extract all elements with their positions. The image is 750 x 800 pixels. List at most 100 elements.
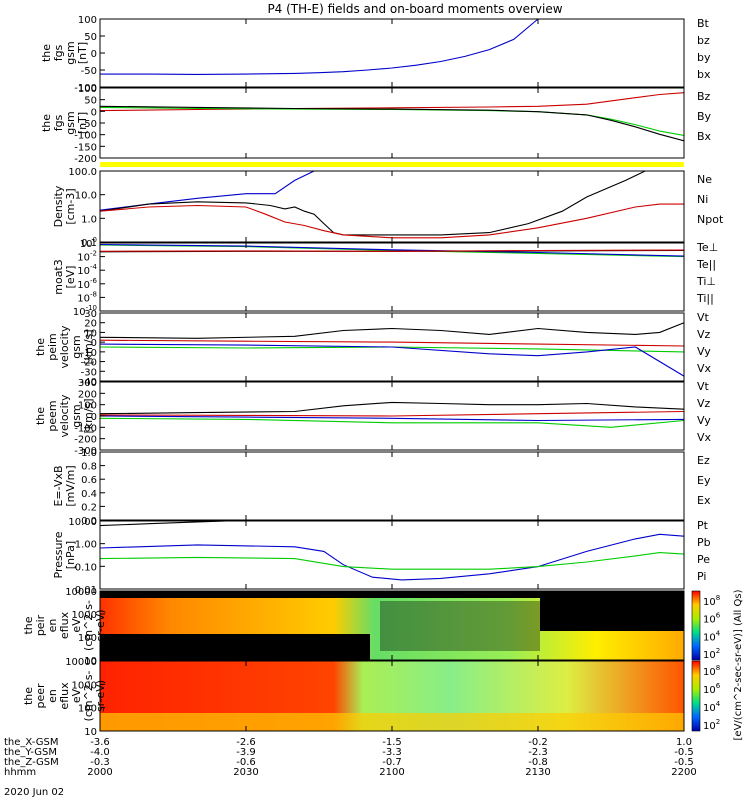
ytick-label: -200 xyxy=(74,154,97,165)
legend-Vx: Vx xyxy=(697,362,712,375)
ytick-label: 0.1 xyxy=(81,238,97,249)
xaxis-value: -2.6 xyxy=(236,737,256,748)
ytick-label: 10000 xyxy=(65,587,97,598)
legend-Ne: Ne xyxy=(697,173,712,186)
ylabel-line: the xyxy=(34,338,47,356)
ytick-label: 100 xyxy=(78,401,97,412)
legend-Vt: Vt xyxy=(697,380,710,393)
legend-Vt: Vt xyxy=(697,311,710,324)
ylabel-line: [nPa] xyxy=(64,541,77,569)
series-density-Npot xyxy=(99,170,315,211)
xaxis-row-label: hhmm xyxy=(4,767,36,778)
xaxis-value: -0.3 xyxy=(90,757,110,768)
xaxis-value: 2200 xyxy=(671,767,696,778)
frame-density xyxy=(99,170,685,243)
legend-Te⊥: Te⊥ xyxy=(696,241,718,254)
ylabel-line: the xyxy=(34,407,47,425)
series-peim_velocity-Vz xyxy=(99,339,685,347)
ylabel-line: eflux xyxy=(58,682,71,710)
colorbars: 108 106 104 102 108 106 104 102 [eV/(cm^2-sec-sr… xyxy=(691,589,744,740)
legend-Bt: Bt xyxy=(697,17,710,30)
panel-pressure: 10.00 1.00 0.10 0.01 Pressure [nPa] Pt Pb Pe Pi xyxy=(52,517,711,596)
xaxis-value: -0.8 xyxy=(528,757,548,768)
ytick-exponent: -8 xyxy=(90,290,97,298)
legend-Vz: Vz xyxy=(697,397,711,410)
colorbar-tick: 106 xyxy=(703,612,721,626)
ytick-exponent: -2 xyxy=(90,250,97,258)
ytick-label: 0.2 xyxy=(81,502,97,513)
colorbar-tick: 108 xyxy=(703,664,720,678)
xaxis-date: 2020 Jun 02 xyxy=(4,787,64,798)
series-temperature-Ti⊥ xyxy=(99,243,685,257)
colorbar-tick-exponent: 2 xyxy=(716,718,720,726)
ytick-label: 0.0 xyxy=(81,516,97,527)
ytick-label: 10-2 xyxy=(77,250,97,264)
xaxis-row-label: the_X-GSM xyxy=(4,737,58,748)
xaxis-value: -0.5 xyxy=(674,757,694,768)
legend-Pt: Pt xyxy=(697,519,709,532)
xaxis-value: -3.6 xyxy=(90,737,110,748)
colorbar-tick-exponent: 4 xyxy=(716,629,721,637)
ytick-label: 1000 xyxy=(72,680,97,691)
panel-peir_eflux: 10000 1000 100 10 the peir en eflux eV (cm^2-s-sr… xyxy=(22,587,685,667)
legend-Vy: Vy xyxy=(697,345,711,358)
ylabel-line: E=-VxB xyxy=(52,465,65,506)
legend-Pe: Pe xyxy=(697,553,710,566)
ylabel-line: sr-eV) xyxy=(94,680,107,712)
ytick-exponent: -6 xyxy=(90,277,98,285)
ylabel-line: [km/s] xyxy=(82,398,95,433)
ytick-label: 200 xyxy=(78,389,97,400)
ylabel-line: [nT] xyxy=(76,42,89,64)
ytick-label: 0 xyxy=(91,107,97,118)
ytick-label: -100 xyxy=(74,83,97,94)
panel-peer_eflux: 10000 1000 100 10 the peer en eflux eV (cm^2-s-sr… xyxy=(22,657,685,738)
xaxis-value: -0.5 xyxy=(674,747,694,758)
legend-Ex: Ex xyxy=(697,494,711,507)
status-bar-yellow xyxy=(100,162,684,167)
ytick-label: 30 xyxy=(84,309,97,320)
ytick-label: 0 xyxy=(91,338,97,349)
legend-Bx: Bx xyxy=(697,130,712,143)
ytick-label: 100 xyxy=(78,84,97,95)
ylabel-line: eflux xyxy=(58,611,71,639)
ytick-label: 50 xyxy=(84,32,97,43)
ylabel-line: [mV/m] xyxy=(64,465,77,506)
ytick-label: -100 xyxy=(74,423,97,434)
ytick-label: -30 xyxy=(81,367,97,378)
series-peim_velocity-Vx xyxy=(99,343,685,377)
ytick-label: 0.6 xyxy=(81,475,97,486)
legend-Npot: Npot xyxy=(697,213,724,226)
colorbar-tick-exponent: 6 xyxy=(716,612,721,620)
ytick-label: -300 xyxy=(74,446,97,457)
ylabel-line: Density xyxy=(52,185,65,227)
xaxis-value: 2030 xyxy=(233,767,258,778)
ylabel-line: [km/s] xyxy=(82,329,95,364)
ylabel-line: peem xyxy=(46,400,59,431)
ytick-label: 0 xyxy=(91,49,97,60)
spectrogram-high-energy-band xyxy=(540,591,684,631)
ylabel-line: (cm^2-s- xyxy=(82,671,95,722)
legend-bx: bx xyxy=(697,68,711,81)
x-axis-block: the_X-GSM -3.6 -2.6 -1.5 -0.2 1.0 the_Y-GSM -4.… xyxy=(4,737,697,798)
ylabel-line: gsm xyxy=(64,41,77,64)
colorbar-tick-exponent: 4 xyxy=(716,700,721,708)
xaxis-value: 2100 xyxy=(379,767,404,778)
ytick-label: -100 xyxy=(74,131,97,142)
ytick-label: 300 xyxy=(78,378,97,389)
ytick-label: 0.10 xyxy=(75,562,97,573)
ytick-label: 10 xyxy=(84,656,97,667)
ylabel-line: eV xyxy=(70,688,83,703)
series-temperature-Te⊥ xyxy=(99,249,685,252)
ytick-label: 10 xyxy=(84,727,97,738)
colorbar-tick: 104 xyxy=(703,629,721,643)
ylabel-line: gsm xyxy=(64,111,77,134)
ytick-label: 10-8 xyxy=(77,290,97,304)
ylabel-line: Pressure xyxy=(52,531,65,578)
colorbar-tick: 108 xyxy=(703,594,720,608)
xaxis-value: -3.3 xyxy=(382,747,402,758)
legend-by: by xyxy=(697,51,711,64)
xaxis-value: -0.7 xyxy=(382,757,402,768)
xaxis-value: 1.0 xyxy=(676,737,692,748)
ytick-exponent: -4 xyxy=(90,263,98,271)
